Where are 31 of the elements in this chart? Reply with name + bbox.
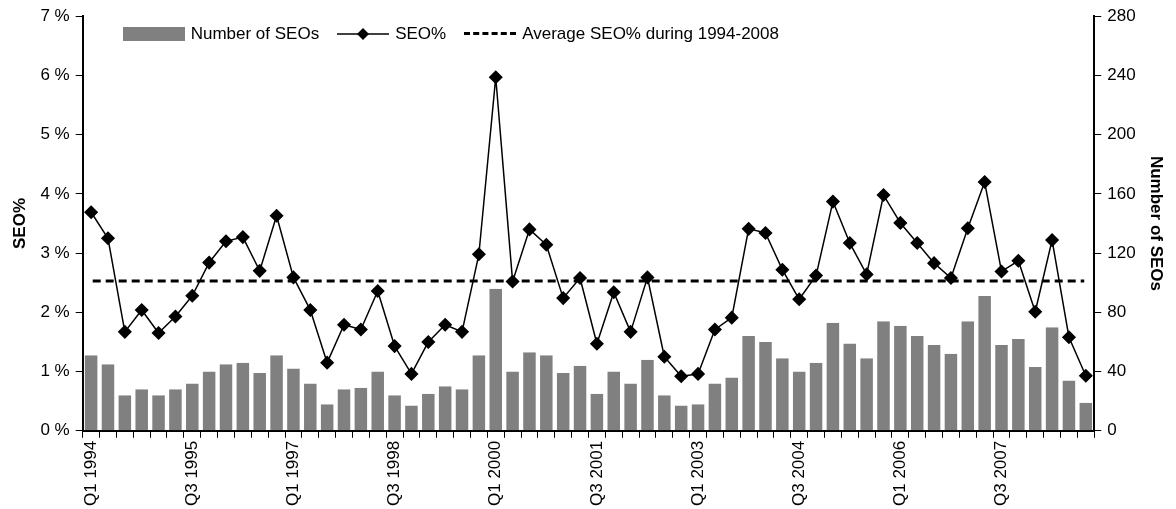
legend-label: SEO% [395, 24, 447, 45]
y2-tick-label: 160 [1107, 183, 1136, 203]
x-tick-label: Q1 1997 [283, 440, 303, 507]
y2-tick-label: 40 [1107, 361, 1127, 381]
x-tick-label: Q3 2001 [586, 440, 606, 507]
y-tick-label: 0 % [40, 420, 70, 440]
y-tick-label: 1 % [40, 361, 70, 381]
y2-tick-label: 200 [1107, 124, 1136, 144]
x-tick-label: Q1 2000 [485, 440, 505, 507]
y2-tick-label: 240 [1107, 65, 1136, 85]
y-tick-label: 5 % [40, 124, 70, 144]
y-tick-label: 4 % [40, 183, 70, 203]
y-tick-label: 6 % [40, 65, 70, 85]
y2-tick-label: 280 [1107, 5, 1136, 25]
x-tick-label: Q1 2006 [890, 440, 910, 507]
y-tick-label: 3 % [40, 242, 70, 262]
x-tick-label: Q3 2007 [991, 440, 1011, 507]
y-axis-title: SEO% [9, 197, 29, 250]
legend-label: Number of SEOs [190, 24, 320, 45]
x-tick-label: Q3 1995 [181, 440, 201, 507]
y2-tick-label: 120 [1107, 242, 1136, 262]
y-tick-label: 7 % [40, 5, 70, 25]
y2-tick-label: 80 [1107, 302, 1127, 322]
y2-axis-title: Number of SEOs [1147, 155, 1167, 292]
legend-label: Average SEO% during 1994-2008 [522, 24, 779, 45]
x-tick-label: Q3 1998 [384, 440, 404, 507]
x-tick-label: Q3 2004 [788, 440, 808, 507]
x-tick-label: Q1 2003 [687, 440, 707, 507]
x-tick-label: Q1 1994 [80, 440, 100, 507]
y-tick-label: 2 % [40, 302, 70, 322]
y2-tick-label: 0 [1107, 420, 1117, 440]
